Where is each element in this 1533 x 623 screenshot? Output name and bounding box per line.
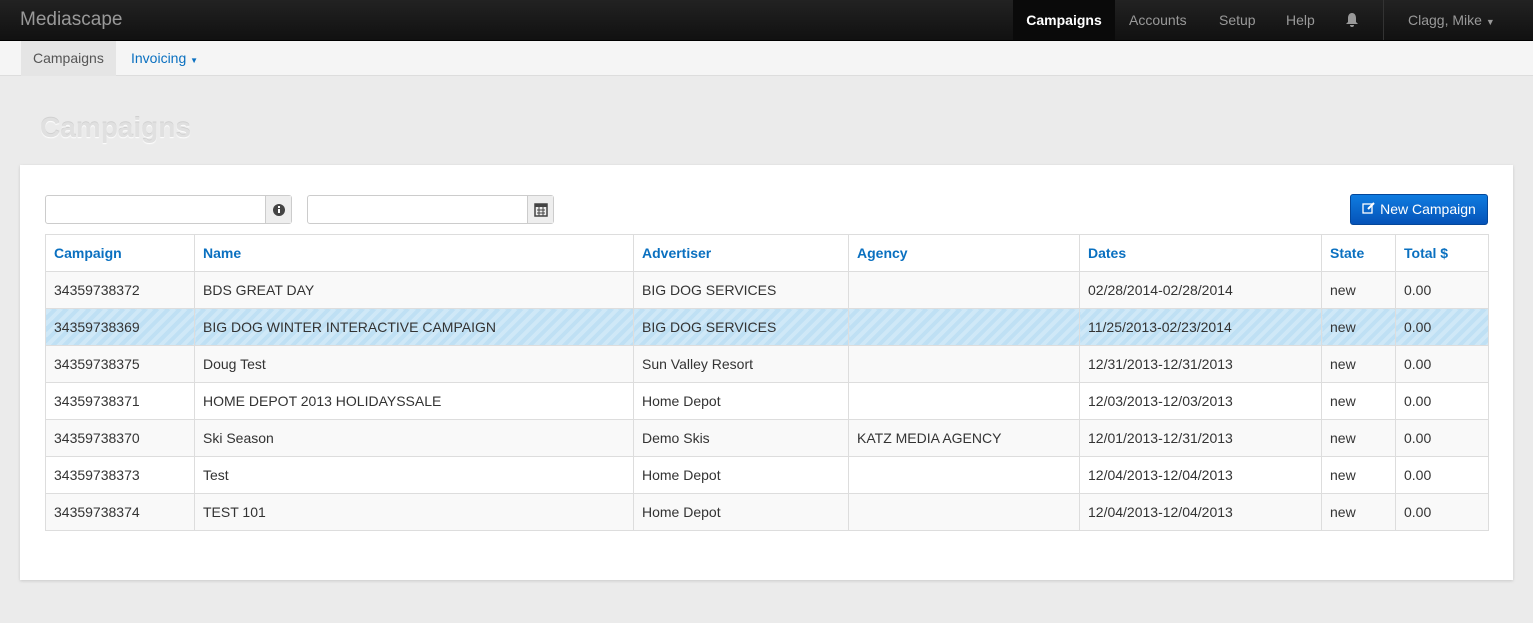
table-cell: 34359738372: [45, 271, 195, 309]
table-cell: BIG DOG WINTER INTERACTIVE CAMPAIGN: [194, 308, 634, 346]
column-header[interactable]: Agency: [848, 234, 1080, 272]
caret: ▼: [190, 56, 199, 65]
table-cell: [848, 493, 1080, 531]
table-cell: 0.00: [1395, 382, 1489, 420]
table-cell: [848, 271, 1080, 309]
nav-item[interactable]: Campaigns: [1013, 0, 1115, 40]
subnav-item[interactable]: Campaigns: [21, 41, 116, 76]
panel: New Campaign Campaign Name Advertiser Agenc…: [20, 165, 1513, 580]
subnav-label: Invoicing: [131, 50, 187, 66]
nav-item[interactable]: Accounts: [1129, 12, 1187, 28]
page-title: Campaigns: [40, 112, 191, 143]
table-cell: 0.00: [1395, 345, 1489, 383]
table-row[interactable]: 34359738370 Ski Season Demo Skis KATZ MEDIA…: [45, 419, 1489, 457]
subnav-item[interactable]: Invoicing ▼: [119, 41, 210, 76]
table-cell: 0.00: [1395, 419, 1489, 457]
divider: [1383, 0, 1384, 40]
edit-icon: [1362, 202, 1375, 214]
search-input[interactable]: [45, 195, 292, 224]
calendar-addon[interactable]: [527, 196, 553, 223]
table-body: 34359738372 BDS GREAT DAY BIG DOG SERVICES…: [45, 271, 1489, 531]
table-row[interactable]: 34359738371 HOME DEPOT 2013 HOLIDAYSSALE H…: [45, 382, 1489, 420]
column-header[interactable]: Total $: [1395, 234, 1489, 272]
navbar: Mediascape Campaigns Accounts Setup Help…: [0, 0, 1533, 41]
column-header[interactable]: Campaign: [45, 234, 195, 272]
new-campaign-button[interactable]: New Campaign: [1350, 194, 1488, 225]
table-row[interactable]: 34359738372 BDS GREAT DAY BIG DOG SERVICES…: [45, 271, 1489, 309]
table-cell: 34359738370: [45, 419, 195, 457]
table-cell: Doug Test: [194, 345, 634, 383]
table-cell: BDS GREAT DAY: [194, 271, 634, 309]
table-cell: Home Depot: [633, 493, 849, 531]
table-cell: [848, 382, 1080, 420]
table-cell: 34359738374: [45, 493, 195, 531]
table-cell: BIG DOG SERVICES: [633, 271, 849, 309]
column-header[interactable]: State: [1321, 234, 1396, 272]
table-row[interactable]: 34359738374 TEST 101 Home Depot 12/04/2013-…: [45, 493, 1489, 531]
table-cell: 0.00: [1395, 308, 1489, 346]
table-row[interactable]: 34359738373 Test Home Depot 12/04/2013-12/0…: [45, 456, 1489, 494]
table-cell: Ski Season: [194, 419, 634, 457]
table-cell: 11/25/2013-02/23/2014: [1079, 308, 1322, 346]
table-cell: 0.00: [1395, 493, 1489, 531]
table-cell: BIG DOG SERVICES: [633, 308, 849, 346]
table-cell: Demo Skis: [633, 419, 849, 457]
table-cell: KATZ MEDIA AGENCY: [848, 419, 1080, 457]
column-header[interactable]: Dates: [1079, 234, 1322, 272]
table-cell: new: [1321, 308, 1396, 346]
column-header[interactable]: Advertiser: [633, 234, 849, 272]
table-row[interactable]: 34359738369 BIG DOG WINTER INTERACTIVE CA…: [45, 308, 1489, 346]
table-row[interactable]: 34359738375 Doug Test Sun Valley Resort 12/…: [45, 345, 1489, 383]
table-cell: 02/28/2014-02/28/2014: [1079, 271, 1322, 309]
table-cell: new: [1321, 419, 1396, 457]
brand[interactable]: Mediascape: [20, 9, 123, 30]
table-cell: 12/04/2013-12/04/2013: [1079, 456, 1322, 494]
date-input[interactable]: [307, 195, 554, 224]
caret: ▼: [1485, 17, 1495, 27]
table-cell: [848, 456, 1080, 494]
table-cell: 12/03/2013-12/03/2013: [1079, 382, 1322, 420]
table-cell: 0.00: [1395, 271, 1489, 309]
user-name: Clagg, Mike: [1408, 12, 1482, 28]
button-label: New Campaign: [1380, 201, 1476, 217]
table-cell: 34359738371: [45, 382, 195, 420]
table-cell: [848, 308, 1080, 346]
calendar-icon: [534, 203, 548, 217]
info-icon: [273, 204, 285, 216]
table-cell: Home Depot: [633, 382, 849, 420]
table-cell: [848, 345, 1080, 383]
table-cell: HOME DEPOT 2013 HOLIDAYSSALE: [194, 382, 634, 420]
nav-item[interactable]: Help: [1286, 12, 1315, 28]
table-cell: 12/01/2013-12/31/2013: [1079, 419, 1322, 457]
campaign-table: Campaign Name Advertiser Agency Dates State To…: [45, 234, 1489, 531]
bell-icon[interactable]: [1345, 12, 1359, 28]
column-header[interactable]: Name: [194, 234, 634, 272]
table-cell: Home Depot: [633, 456, 849, 494]
table-cell: Test: [194, 456, 634, 494]
table-cell: 34359738369: [45, 308, 195, 346]
table-cell: new: [1321, 456, 1396, 494]
header-row: Campaign Name Advertiser Agency Dates State To…: [45, 234, 1489, 272]
table-cell: 34359738375: [45, 345, 195, 383]
table-cell: new: [1321, 271, 1396, 309]
table-cell: 12/04/2013-12/04/2013: [1079, 493, 1322, 531]
table-cell: new: [1321, 493, 1396, 531]
table-cell: 12/31/2013-12/31/2013: [1079, 345, 1322, 383]
table-cell: new: [1321, 382, 1396, 420]
subnav: Campaigns Invoicing ▼: [0, 41, 1533, 76]
user-menu[interactable]: Clagg, Mike ▼: [1408, 0, 1495, 40]
table-cell: new: [1321, 345, 1396, 383]
table-cell: 34359738373: [45, 456, 195, 494]
nav-item[interactable]: Setup: [1219, 12, 1256, 28]
table-cell: 0.00: [1395, 456, 1489, 494]
table-cell: TEST 101: [194, 493, 634, 531]
info-addon[interactable]: [265, 196, 291, 223]
table-cell: Sun Valley Resort: [633, 345, 849, 383]
